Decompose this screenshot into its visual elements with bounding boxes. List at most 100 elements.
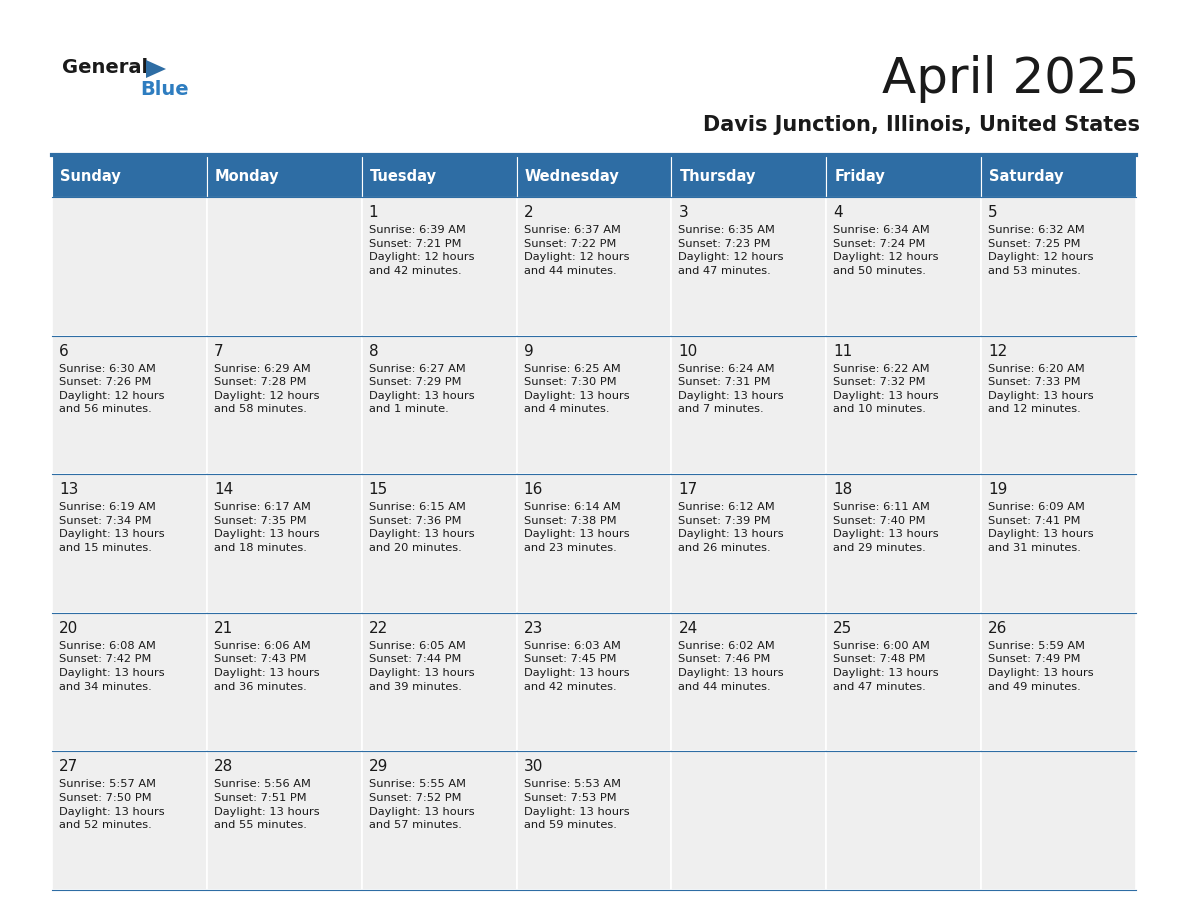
Text: 16: 16 [524, 482, 543, 498]
Text: Sunrise: 6:22 AM
Sunset: 7:32 PM
Daylight: 13 hours
and 10 minutes.: Sunrise: 6:22 AM Sunset: 7:32 PM Dayligh… [833, 364, 939, 414]
Text: Sunrise: 6:11 AM
Sunset: 7:40 PM
Daylight: 13 hours
and 29 minutes.: Sunrise: 6:11 AM Sunset: 7:40 PM Dayligh… [833, 502, 939, 553]
FancyBboxPatch shape [52, 613, 207, 752]
FancyBboxPatch shape [981, 752, 1136, 890]
Text: 26: 26 [988, 621, 1007, 636]
Text: Sunrise: 6:06 AM
Sunset: 7:43 PM
Daylight: 13 hours
and 36 minutes.: Sunrise: 6:06 AM Sunset: 7:43 PM Dayligh… [214, 641, 320, 691]
Text: Sunrise: 6:19 AM
Sunset: 7:34 PM
Daylight: 13 hours
and 15 minutes.: Sunrise: 6:19 AM Sunset: 7:34 PM Dayligh… [59, 502, 165, 553]
Text: 10: 10 [678, 343, 697, 359]
FancyBboxPatch shape [361, 155, 517, 197]
FancyBboxPatch shape [52, 197, 207, 336]
Text: Friday: Friday [834, 169, 885, 184]
Text: 29: 29 [368, 759, 388, 775]
Text: 1: 1 [368, 205, 378, 220]
Text: Sunrise: 6:14 AM
Sunset: 7:38 PM
Daylight: 13 hours
and 23 minutes.: Sunrise: 6:14 AM Sunset: 7:38 PM Dayligh… [524, 502, 630, 553]
Text: Sunrise: 6:17 AM
Sunset: 7:35 PM
Daylight: 13 hours
and 18 minutes.: Sunrise: 6:17 AM Sunset: 7:35 PM Dayligh… [214, 502, 320, 553]
Text: 2: 2 [524, 205, 533, 220]
Text: 21: 21 [214, 621, 233, 636]
Text: Monday: Monday [215, 169, 279, 184]
FancyBboxPatch shape [827, 197, 981, 336]
Text: Sunrise: 6:29 AM
Sunset: 7:28 PM
Daylight: 12 hours
and 58 minutes.: Sunrise: 6:29 AM Sunset: 7:28 PM Dayligh… [214, 364, 320, 414]
FancyBboxPatch shape [517, 613, 671, 752]
Text: Sunrise: 6:00 AM
Sunset: 7:48 PM
Daylight: 13 hours
and 47 minutes.: Sunrise: 6:00 AM Sunset: 7:48 PM Dayligh… [833, 641, 939, 691]
FancyBboxPatch shape [517, 155, 671, 197]
Text: 8: 8 [368, 343, 378, 359]
FancyBboxPatch shape [981, 197, 1136, 336]
FancyBboxPatch shape [361, 197, 517, 336]
Text: Sunrise: 6:02 AM
Sunset: 7:46 PM
Daylight: 13 hours
and 44 minutes.: Sunrise: 6:02 AM Sunset: 7:46 PM Dayligh… [678, 641, 784, 691]
Text: 7: 7 [214, 343, 223, 359]
FancyBboxPatch shape [827, 336, 981, 475]
FancyBboxPatch shape [517, 336, 671, 475]
FancyBboxPatch shape [207, 336, 361, 475]
Text: 13: 13 [59, 482, 78, 498]
Text: Thursday: Thursday [680, 169, 756, 184]
Text: Tuesday: Tuesday [369, 169, 437, 184]
FancyBboxPatch shape [52, 752, 207, 890]
FancyBboxPatch shape [517, 475, 671, 613]
Text: Wednesday: Wednesday [525, 169, 619, 184]
Text: Blue: Blue [140, 80, 189, 99]
FancyBboxPatch shape [361, 475, 517, 613]
Text: 19: 19 [988, 482, 1007, 498]
FancyBboxPatch shape [671, 475, 827, 613]
FancyBboxPatch shape [827, 752, 981, 890]
Text: 22: 22 [368, 621, 388, 636]
Text: Sunrise: 5:55 AM
Sunset: 7:52 PM
Daylight: 13 hours
and 57 minutes.: Sunrise: 5:55 AM Sunset: 7:52 PM Dayligh… [368, 779, 474, 830]
Text: 23: 23 [524, 621, 543, 636]
Text: General: General [62, 58, 148, 77]
FancyBboxPatch shape [517, 752, 671, 890]
Text: 6: 6 [59, 343, 69, 359]
Text: Sunrise: 6:37 AM
Sunset: 7:22 PM
Daylight: 12 hours
and 44 minutes.: Sunrise: 6:37 AM Sunset: 7:22 PM Dayligh… [524, 225, 630, 275]
FancyBboxPatch shape [671, 197, 827, 336]
Text: 17: 17 [678, 482, 697, 498]
FancyBboxPatch shape [207, 197, 361, 336]
FancyBboxPatch shape [671, 336, 827, 475]
FancyBboxPatch shape [207, 613, 361, 752]
FancyBboxPatch shape [52, 475, 207, 613]
Text: Sunrise: 5:57 AM
Sunset: 7:50 PM
Daylight: 13 hours
and 52 minutes.: Sunrise: 5:57 AM Sunset: 7:50 PM Dayligh… [59, 779, 165, 830]
Text: Sunday: Sunday [61, 169, 121, 184]
Text: Sunrise: 5:53 AM
Sunset: 7:53 PM
Daylight: 13 hours
and 59 minutes.: Sunrise: 5:53 AM Sunset: 7:53 PM Dayligh… [524, 779, 630, 830]
Text: Sunrise: 5:59 AM
Sunset: 7:49 PM
Daylight: 13 hours
and 49 minutes.: Sunrise: 5:59 AM Sunset: 7:49 PM Dayligh… [988, 641, 1094, 691]
FancyBboxPatch shape [827, 613, 981, 752]
FancyBboxPatch shape [671, 752, 827, 890]
Text: 11: 11 [833, 343, 853, 359]
Text: 30: 30 [524, 759, 543, 775]
FancyBboxPatch shape [361, 613, 517, 752]
FancyBboxPatch shape [827, 155, 981, 197]
Text: Sunrise: 6:35 AM
Sunset: 7:23 PM
Daylight: 12 hours
and 47 minutes.: Sunrise: 6:35 AM Sunset: 7:23 PM Dayligh… [678, 225, 784, 275]
FancyBboxPatch shape [207, 752, 361, 890]
Text: 24: 24 [678, 621, 697, 636]
Text: Sunrise: 6:24 AM
Sunset: 7:31 PM
Daylight: 13 hours
and 7 minutes.: Sunrise: 6:24 AM Sunset: 7:31 PM Dayligh… [678, 364, 784, 414]
Text: Sunrise: 6:34 AM
Sunset: 7:24 PM
Daylight: 12 hours
and 50 minutes.: Sunrise: 6:34 AM Sunset: 7:24 PM Dayligh… [833, 225, 939, 275]
FancyBboxPatch shape [827, 475, 981, 613]
Text: 14: 14 [214, 482, 233, 498]
Text: Saturday: Saturday [990, 169, 1063, 184]
Text: Sunrise: 5:56 AM
Sunset: 7:51 PM
Daylight: 13 hours
and 55 minutes.: Sunrise: 5:56 AM Sunset: 7:51 PM Dayligh… [214, 779, 320, 830]
Text: Sunrise: 6:12 AM
Sunset: 7:39 PM
Daylight: 13 hours
and 26 minutes.: Sunrise: 6:12 AM Sunset: 7:39 PM Dayligh… [678, 502, 784, 553]
Text: 4: 4 [833, 205, 843, 220]
FancyBboxPatch shape [207, 475, 361, 613]
FancyBboxPatch shape [981, 613, 1136, 752]
Text: April 2025: April 2025 [883, 55, 1140, 103]
FancyBboxPatch shape [52, 155, 207, 197]
FancyBboxPatch shape [671, 155, 827, 197]
Text: Sunrise: 6:27 AM
Sunset: 7:29 PM
Daylight: 13 hours
and 1 minute.: Sunrise: 6:27 AM Sunset: 7:29 PM Dayligh… [368, 364, 474, 414]
FancyBboxPatch shape [207, 155, 361, 197]
FancyBboxPatch shape [981, 155, 1136, 197]
Text: Sunrise: 6:08 AM
Sunset: 7:42 PM
Daylight: 13 hours
and 34 minutes.: Sunrise: 6:08 AM Sunset: 7:42 PM Dayligh… [59, 641, 165, 691]
Text: Sunrise: 6:03 AM
Sunset: 7:45 PM
Daylight: 13 hours
and 42 minutes.: Sunrise: 6:03 AM Sunset: 7:45 PM Dayligh… [524, 641, 630, 691]
FancyBboxPatch shape [517, 197, 671, 336]
FancyBboxPatch shape [361, 752, 517, 890]
FancyBboxPatch shape [671, 613, 827, 752]
FancyBboxPatch shape [981, 475, 1136, 613]
Text: 9: 9 [524, 343, 533, 359]
Text: 25: 25 [833, 621, 853, 636]
Text: Davis Junction, Illinois, United States: Davis Junction, Illinois, United States [703, 115, 1140, 135]
Text: 12: 12 [988, 343, 1007, 359]
Text: 28: 28 [214, 759, 233, 775]
Text: Sunrise: 6:09 AM
Sunset: 7:41 PM
Daylight: 13 hours
and 31 minutes.: Sunrise: 6:09 AM Sunset: 7:41 PM Dayligh… [988, 502, 1094, 553]
Text: 3: 3 [678, 205, 688, 220]
Text: Sunrise: 6:20 AM
Sunset: 7:33 PM
Daylight: 13 hours
and 12 minutes.: Sunrise: 6:20 AM Sunset: 7:33 PM Dayligh… [988, 364, 1094, 414]
Text: Sunrise: 6:15 AM
Sunset: 7:36 PM
Daylight: 13 hours
and 20 minutes.: Sunrise: 6:15 AM Sunset: 7:36 PM Dayligh… [368, 502, 474, 553]
